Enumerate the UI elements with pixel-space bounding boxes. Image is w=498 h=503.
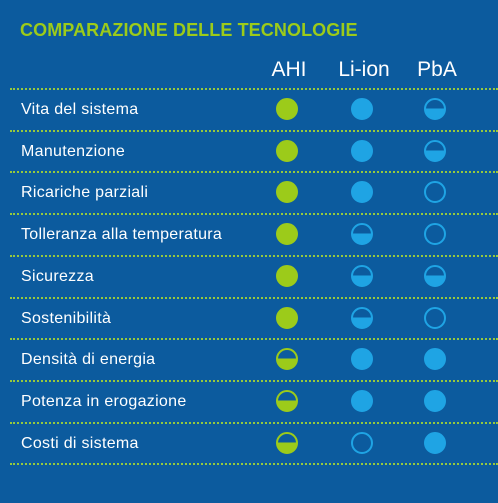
row-separator: [10, 171, 498, 174]
table-row: Sostenibilità: [0, 298, 498, 340]
table-row: Tolleranza alla temperatura: [0, 214, 498, 256]
rating-full-circle-icon-ahi: [276, 98, 298, 120]
rating-half-circle-icon-pba: [424, 139, 446, 162]
row-separator: [10, 88, 498, 90]
column-header-li-ion: Li-ion: [338, 58, 390, 81]
rating-half-circle-icon-pba: [424, 264, 446, 287]
rating-empty-circle-icon-pba: [424, 223, 446, 246]
row-label: Manutenzione: [21, 142, 126, 160]
row-separator: [10, 254, 498, 257]
column-header-ahi: AHI: [271, 58, 307, 81]
table-row: Vita del sistema: [0, 89, 498, 131]
row-label: Tolleranza alla temperatura: [21, 226, 223, 244]
rating-full-circle-icon-ahi: [276, 223, 298, 246]
row-label: Densità di energia: [21, 351, 156, 369]
rating-full-circle-icon-ahi: [276, 264, 298, 287]
row-label: Vita del sistema: [21, 101, 139, 118]
row-separator: [10, 463, 498, 466]
row-label: Ricariche parziali: [21, 184, 149, 202]
page-title: COMPARAZIONE DELLE TECNOLOGIE: [20, 20, 358, 40]
rating-half-circle-icon-ahi: [276, 348, 298, 371]
rating-full-circle-icon-li-ion: [351, 348, 373, 371]
rating-full-circle-icon-ahi: [276, 139, 298, 162]
column-header-pba: PbA: [417, 58, 457, 81]
table-row: Sicurezza: [0, 256, 498, 298]
row-label: Potenza in erogazione: [21, 392, 187, 410]
row-separator: [10, 421, 498, 424]
rating-half-circle-icon-li-ion: [351, 306, 373, 329]
rating-empty-circle-icon-li-ion: [351, 431, 373, 454]
rating-full-circle-icon-pba: [424, 431, 446, 454]
row-separator: [10, 379, 498, 382]
table-row: Densità di energia: [0, 339, 498, 381]
rating-full-circle-icon-ahi: [276, 181, 298, 204]
row-separator: [10, 338, 498, 341]
rating-full-circle-icon-ahi: [276, 306, 298, 329]
row-separator: [10, 129, 498, 132]
rating-half-circle-icon-li-ion: [351, 264, 373, 287]
rating-full-circle-icon-li-ion: [351, 139, 373, 162]
row-label: Costi di sistema: [21, 434, 139, 452]
rating-half-circle-icon-ahi: [276, 389, 298, 412]
table-row: Manutenzione: [0, 131, 498, 173]
rating-full-circle-icon-pba: [424, 389, 446, 412]
rating-half-circle-icon-ahi: [276, 431, 298, 454]
row-separator: [10, 213, 498, 216]
rating-half-circle-icon-li-ion: [351, 223, 373, 246]
table-row: Potenza in erogazione: [0, 381, 498, 423]
rating-full-circle-icon-li-ion: [351, 98, 373, 120]
rating-full-circle-icon-li-ion: [351, 389, 373, 412]
rating-full-circle-icon-pba: [424, 348, 446, 371]
column-headers: AHI Li-ion PbA: [0, 58, 498, 86]
row-label: Sicurezza: [21, 267, 94, 285]
rating-empty-circle-icon-pba: [424, 306, 446, 329]
row-separator: [10, 296, 498, 299]
rating-empty-circle-icon-pba: [424, 181, 446, 204]
table-row: Costi di sistema: [0, 423, 498, 465]
row-label: Sostenibilità: [21, 309, 112, 327]
table-row: Ricariche parziali: [0, 172, 498, 214]
rating-half-circle-icon-pba: [424, 98, 446, 120]
rating-full-circle-icon-li-ion: [351, 181, 373, 204]
